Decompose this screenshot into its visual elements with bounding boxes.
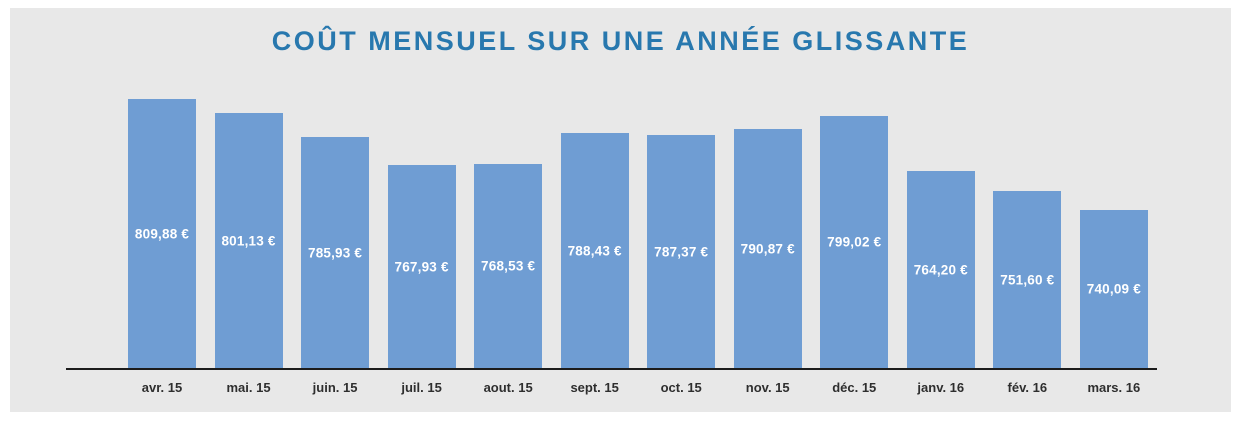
bar-8: 790,87 € (733, 129, 802, 368)
bar-value-label: 767,93 € (394, 259, 449, 274)
bar-5: 768,53 € (474, 164, 543, 368)
x-tick-label: déc. 15 (832, 380, 877, 395)
bar-value-label: 801,13 € (221, 233, 276, 248)
chart-title: COÛT MENSUEL SUR UNE ANNÉE GLISSANTE (271, 26, 970, 56)
x-axis-line (66, 368, 1157, 370)
x-tick-label: fév. 16 (1007, 380, 1048, 395)
bar-2: 801,13 € (214, 113, 283, 368)
x-tick-label: juil. 15 (401, 380, 442, 395)
bar-9: 799,02 € (820, 116, 889, 368)
x-tick-label: janv. 16 (917, 380, 965, 395)
bar-value-label: 785,93 € (307, 245, 363, 260)
bar-value-label: 787,37 € (654, 244, 709, 259)
bar-12: 740,09 € (1079, 210, 1148, 368)
chart-panel: COÛT MENSUEL SUR UNE ANNÉE GLISSANTE 809… (10, 8, 1231, 412)
bar-value-label: 809,88 € (134, 226, 190, 241)
bar-10: 764,20 € (906, 171, 975, 368)
x-tick-label: mars. 16 (1087, 380, 1141, 395)
x-tick-label: avr. 15 (141, 380, 183, 395)
x-tick-label: nov. 15 (745, 380, 790, 395)
bar-value-label: 768,53 € (481, 258, 536, 274)
x-axis-labels: avr. 15 mai. 15 juin. 15 juil. 15 aout. 15 se… (128, 380, 1148, 395)
bar-value-label: 764,20 € (913, 262, 968, 277)
bar-3: 785,93 € (301, 137, 370, 368)
bar-value-label: 799,02 € (827, 234, 882, 250)
bar-6: 788,43 € (560, 133, 629, 368)
bar-value-label: 790,87 € (740, 241, 795, 256)
bar-11: 751,60 € (993, 191, 1062, 368)
bar-7: 787,37 € (647, 135, 716, 368)
bar-value-label: 740,09 € (1086, 281, 1141, 297)
x-tick-label: aout. 15 (483, 380, 533, 395)
x-tick-label: juin. 15 (312, 380, 358, 395)
x-tick-label: oct. 15 (660, 380, 702, 395)
x-tick-label: mai. 15 (226, 380, 271, 395)
bar-1: 809,88 € (128, 99, 196, 368)
bars-container: 809,88 € 801,13 € 785,93 € 767,93 € 768,53 €… (128, 83, 1148, 368)
bar-4: 767,93 € (387, 165, 456, 368)
x-tick-label: sept. 15 (570, 380, 619, 395)
bar-value-label: 751,60 € (1000, 272, 1055, 287)
bar-value-label: 788,43 € (567, 243, 622, 258)
